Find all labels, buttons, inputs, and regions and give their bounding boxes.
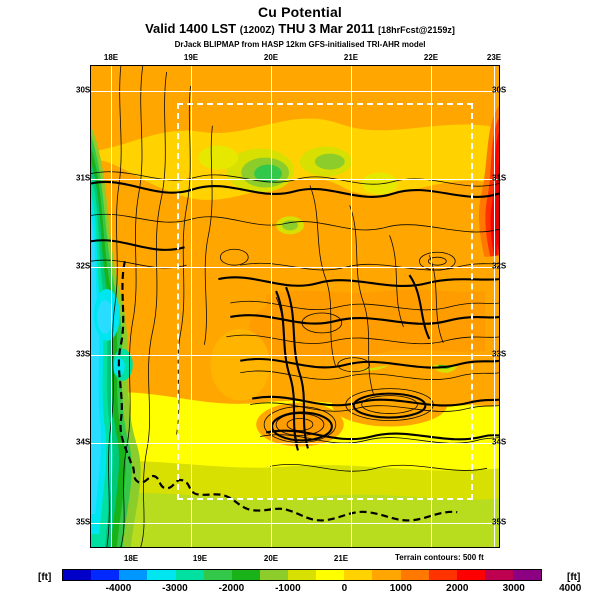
colorbar-legend: [ft] [ft] -4000 -3000 -2000 -1000 0 1000 2000 3…	[0, 566, 600, 598]
lon-tick-bottom-1: 19E	[192, 554, 208, 563]
title-block: Cu Potential Valid 1400 LST (1200Z) THU …	[0, 4, 600, 50]
colorbar-swatch-3	[147, 570, 176, 580]
colorbar-swatch-5	[203, 570, 232, 580]
valid-time-date: THU 3 Mar 2011	[278, 21, 375, 36]
lat-tick-right-2: 32S	[492, 261, 507, 271]
graticule-lat-34s	[91, 443, 499, 444]
lat-tick-left-0: 30S	[76, 85, 91, 95]
page-title: Cu Potential	[257, 4, 343, 20]
colorbar-tick-2000: 2000	[446, 583, 469, 594]
colorbar-tick-4000: 4000	[559, 583, 582, 594]
lat-tick-right-3: 33S	[492, 349, 507, 359]
lon-tick-bottom-0: 18E	[123, 554, 139, 563]
colorbar-swatch-6	[231, 570, 260, 580]
graticule-lat-33s	[91, 355, 499, 356]
graticule-lon-22e	[431, 66, 432, 547]
colorbar-tick-labels: -4000 -3000 -2000 -1000 0 1000 2000 3000 4000	[62, 583, 582, 597]
lat-tick-left-2: 32S	[76, 261, 91, 271]
terrain-contour-note: Terrain contours: 500 ft	[395, 553, 484, 562]
lat-tick-left-3: 33S	[76, 349, 91, 359]
colorbar-tick--4000: -4000	[105, 583, 132, 594]
lon-tick-bottom-3: 21E	[333, 554, 349, 563]
graticule-lat-30s	[91, 91, 499, 92]
lat-tick-left-4: 34S	[76, 437, 91, 447]
colorbar-swatch-0	[63, 570, 92, 580]
colorbar-unit-right: [ft]	[567, 572, 581, 583]
lon-tick-top-1: 19E	[183, 53, 199, 62]
colorbar-tick--1000: -1000	[275, 583, 301, 594]
valid-time-main: Valid 1400 LST	[145, 21, 237, 36]
graticule-lat-32s	[91, 267, 499, 268]
lon-tick-bottom-2: 20E	[263, 554, 279, 563]
forecast-domain-box	[177, 103, 473, 500]
colorbar-swatch-15	[484, 570, 513, 580]
colorbar-tick-3000: 3000	[502, 583, 525, 594]
colorbar-swatch-2	[119, 570, 148, 580]
colorbar-swatch-11	[372, 570, 401, 580]
lat-tick-right-1: 31S	[492, 173, 507, 183]
lat-tick-right-4: 34S	[492, 437, 507, 447]
lon-tick-top-4: 22E	[423, 53, 439, 62]
model-source-line: DrJack BLIPMAP from HASP 12km GFS-initia…	[174, 40, 426, 49]
colorbar-unit-left: [ft]	[38, 572, 52, 583]
lon-tick-top-2: 20E	[263, 53, 279, 62]
graticule-lat-35s	[91, 523, 499, 524]
lon-tick-top-3: 21E	[343, 53, 359, 62]
colorbar-swatch-4	[175, 570, 204, 580]
graticule-lon-20e	[271, 66, 272, 547]
colorbar-swatch-12	[400, 570, 429, 580]
colorbar-swatch-8	[288, 570, 317, 580]
colorbar-swatch-9	[316, 570, 345, 580]
graticule-lon-19e	[191, 66, 192, 547]
valid-time-line: Valid 1400 LST (1200Z) THU 3 Mar 2011 [1…	[0, 21, 600, 39]
colorbar-swatch-13	[428, 570, 457, 580]
lat-tick-right-5: 35S	[492, 517, 507, 527]
colorbar-swatch-10	[344, 570, 373, 580]
map-plot-area[interactable]	[90, 65, 500, 548]
lat-tick-left-5: 35S	[76, 517, 91, 527]
graticule-lat-31s	[91, 179, 499, 180]
graticule-lon-23e	[494, 66, 495, 547]
lon-tick-top-0: 18E	[103, 53, 119, 62]
colorbar-swatch-14	[456, 570, 485, 580]
lat-tick-right-0: 30S	[492, 85, 507, 95]
colorbar-tick--2000: -2000	[218, 583, 245, 594]
lat-tick-left-1: 31S	[76, 173, 91, 183]
colorbar-tick--3000: -3000	[162, 583, 188, 594]
colorbar-tick-1000: 1000	[389, 583, 412, 594]
graticule-lon-21e	[351, 66, 352, 547]
colorbar-tick-0: 0	[341, 583, 348, 594]
valid-time-utc: (1200Z)	[239, 25, 275, 36]
forecast-hour-badge: [18hrFcst@2159z]	[378, 25, 455, 35]
lon-tick-top-5: 23E	[486, 53, 502, 62]
colorbar-swatch-1	[91, 570, 120, 580]
colorbar-swatches	[62, 569, 542, 581]
graticule-lon-18e	[111, 66, 112, 547]
colorbar-swatch-7	[259, 570, 288, 580]
colorbar-swatch-16	[513, 570, 542, 580]
